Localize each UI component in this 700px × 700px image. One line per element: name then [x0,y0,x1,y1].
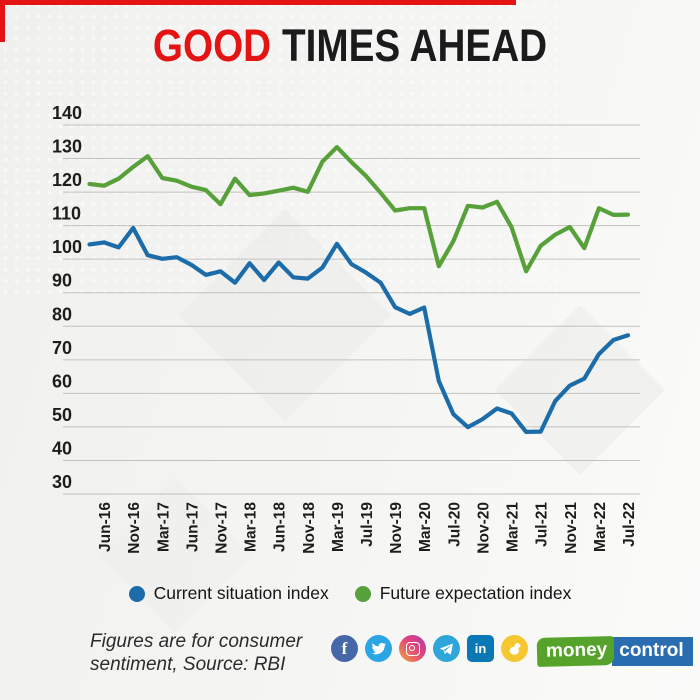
legend-item-future-expectation: Future expectation index [354,583,572,604]
svg-text:60: 60 [52,371,72,391]
chart-legend: Current situation index Future expectati… [0,583,700,604]
legend-label: Future expectation index [379,583,572,603]
svg-text:Jul-19: Jul-19 [359,502,376,547]
svg-text:70: 70 [52,338,72,358]
left-red-accent-bar [0,0,5,42]
svg-text:Mar-22: Mar-22 [592,502,609,552]
svg-text:Mar-19: Mar-19 [330,502,347,552]
title-rest: TIMES AHEAD [281,20,548,72]
svg-text:90: 90 [52,271,72,291]
svg-text:Nov-20: Nov-20 [475,502,492,554]
svg-text:Jun-16: Jun-16 [97,502,114,552]
legend-dot-blue [128,585,145,602]
facebook-icon: f [331,635,358,662]
title-highlight: GOOD [152,20,272,72]
source-note: Figures are for consumer sentiment, Sour… [90,631,303,676]
svg-text:Mar-18: Mar-18 [243,502,260,552]
svg-text:Jul-20: Jul-20 [446,502,463,547]
svg-text:30: 30 [52,472,72,492]
social-icons-row: f in [331,635,528,662]
svg-text:Jul-21: Jul-21 [534,502,551,547]
moneycontrol-logo-control: control [612,637,693,666]
svg-text:Mar-21: Mar-21 [505,502,522,552]
svg-text:Nov-19: Nov-19 [388,502,405,554]
legend-dot-green [354,585,371,602]
instagram-icon [399,635,426,662]
legend-label: Current situation index [153,583,329,603]
svg-text:Mar-20: Mar-20 [417,502,434,552]
moneycontrol-logo: money control [536,635,693,668]
svg-text:Nov-16: Nov-16 [126,502,143,554]
koo-icon [501,635,528,662]
svg-text:Nov-18: Nov-18 [301,502,318,554]
svg-text:Jul-22: Jul-22 [621,502,638,547]
svg-text:50: 50 [52,405,72,425]
svg-text:Jun-17: Jun-17 [184,502,201,552]
top-red-accent-bar [0,0,516,5]
svg-text:140: 140 [52,103,82,123]
legend-item-current-situation: Current situation index [128,583,329,604]
svg-text:120: 120 [52,170,82,190]
svg-text:80: 80 [52,304,72,324]
telegram-icon [433,635,460,662]
linkedin-icon: in [467,635,494,662]
moneycontrol-logo-money: money [536,635,615,668]
svg-text:110: 110 [52,204,81,224]
page-title: GOOD TIMES AHEAD [35,21,665,73]
svg-text:Mar-17: Mar-17 [155,502,172,552]
twitter-icon [365,635,392,662]
svg-text:130: 130 [52,137,82,157]
svg-text:40: 40 [52,438,72,458]
svg-text:Nov-21: Nov-21 [563,502,580,554]
svg-text:100: 100 [52,237,82,257]
svg-text:Nov-17: Nov-17 [213,502,230,554]
svg-text:Jun-18: Jun-18 [272,502,289,552]
